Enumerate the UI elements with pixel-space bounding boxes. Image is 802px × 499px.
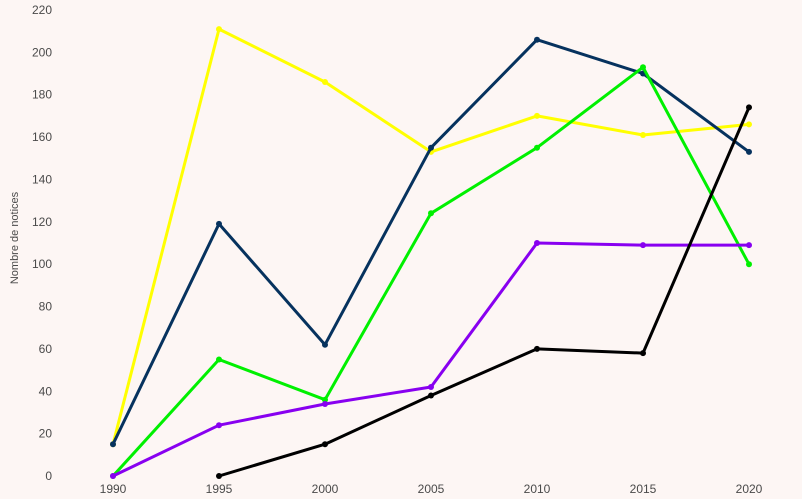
- data-point: [534, 144, 540, 151]
- series-5: [216, 104, 752, 479]
- series-line: [111, 38, 750, 445]
- data-point: [640, 64, 646, 71]
- data-point: [322, 396, 328, 403]
- data-point: [322, 341, 328, 348]
- y-tick-label: 200: [32, 45, 52, 59]
- x-tick-label: 2020: [736, 482, 763, 496]
- y-tick-label: 0: [45, 469, 52, 483]
- data-point: [534, 345, 540, 352]
- y-tick-label: 20: [39, 427, 53, 441]
- data-point: [534, 36, 540, 43]
- x-tick-label: 1990: [100, 482, 127, 496]
- series-4: [110, 240, 752, 479]
- data-point: [640, 350, 646, 357]
- data-point: [428, 384, 434, 390]
- data-point: [110, 473, 116, 479]
- series-3: [110, 64, 752, 479]
- x-tick-label: 2005: [418, 482, 445, 496]
- data-point: [746, 121, 752, 128]
- data-point: [428, 392, 434, 399]
- series-line: [218, 106, 751, 478]
- data-point: [216, 356, 222, 363]
- series-line: [111, 65, 751, 478]
- data-point: [216, 220, 222, 227]
- data-point: [640, 242, 646, 249]
- y-tick-label: 180: [32, 88, 52, 102]
- x-tick-label: 1995: [206, 482, 233, 496]
- data-point: [322, 79, 328, 85]
- data-point: [322, 401, 328, 407]
- data-point: [746, 104, 752, 111]
- x-tick-label: 2000: [312, 482, 339, 496]
- y-tick-label: 160: [32, 130, 52, 144]
- series-1: [110, 26, 752, 448]
- y-tick-label: 120: [32, 215, 52, 229]
- series-layer: [110, 26, 752, 479]
- data-point: [216, 473, 222, 479]
- x-axis-ticks: 1990 1995 2000 2005 2010 2015 2020: [100, 482, 763, 496]
- y-axis-ticks: 0 20 40 60 80 100 120 140 160 180 200 220: [32, 3, 52, 483]
- series-line: [112, 241, 749, 478]
- data-point: [746, 148, 752, 155]
- y-tick-label: 80: [39, 300, 53, 314]
- data-point: [428, 144, 434, 151]
- y-tick-label: 100: [32, 257, 52, 271]
- data-point: [216, 26, 222, 33]
- data-point: [746, 242, 752, 249]
- y-tick-label: 220: [32, 3, 52, 17]
- data-point: [322, 441, 328, 448]
- y-tick-label: 40: [39, 384, 53, 398]
- data-point: [428, 210, 434, 217]
- data-point: [534, 240, 540, 246]
- data-point: [746, 261, 752, 268]
- series-line: [111, 27, 750, 445]
- data-point: [640, 132, 646, 138]
- x-tick-label: 2010: [524, 482, 551, 496]
- y-axis-label: Nombre de notices: [9, 191, 21, 284]
- data-point: [110, 441, 116, 448]
- y-tick-label: 140: [32, 172, 52, 186]
- x-tick-label: 2015: [630, 482, 657, 496]
- data-point: [216, 422, 222, 429]
- data-point: [534, 112, 540, 119]
- y-tick-label: 60: [39, 342, 53, 356]
